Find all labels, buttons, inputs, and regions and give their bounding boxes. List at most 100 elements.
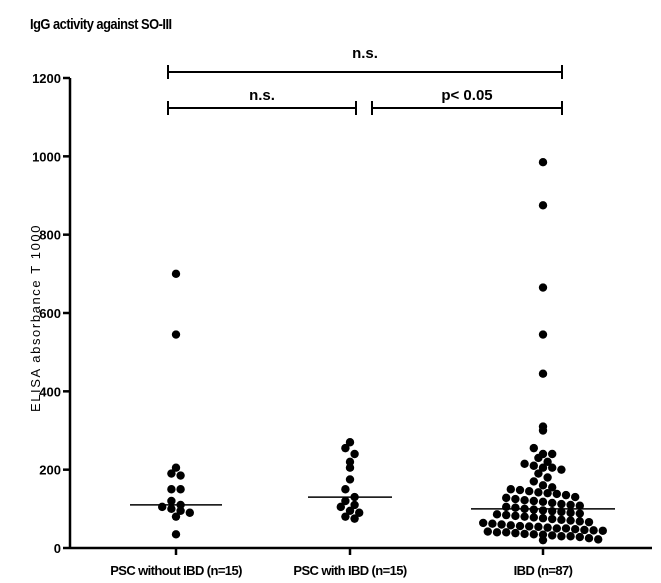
data-point [515, 485, 525, 495]
data-point [534, 488, 543, 497]
data-point [538, 426, 548, 435]
data-point [167, 485, 176, 494]
significance-label: n.s. [249, 87, 275, 104]
data-point [538, 514, 548, 523]
data-point [529, 461, 538, 470]
data-point [511, 494, 520, 504]
y-axis: 0 200 400 600 800 1000 1200 [32, 71, 72, 556]
data-point [534, 453, 543, 463]
data-point [341, 512, 350, 521]
data-point [543, 457, 552, 467]
significance-brackets: n.s. n.s. p< 0.05 [167, 45, 563, 115]
data-point [502, 502, 511, 512]
y-axis-label: ELISA absorbance T 1000 [28, 224, 43, 412]
data-point [171, 269, 181, 279]
y-tick-label: 1200 [32, 71, 61, 86]
y-tick-label: 400 [39, 384, 61, 399]
data-point [561, 490, 571, 500]
data-point [538, 369, 548, 378]
data-point [520, 496, 529, 505]
data-point [176, 500, 185, 510]
data-point [566, 516, 575, 525]
data-point [492, 510, 502, 519]
data-point [502, 510, 511, 520]
data-point [538, 283, 548, 292]
data-point [502, 528, 511, 537]
data-point [511, 511, 520, 521]
y-tick-label: 600 [39, 306, 61, 321]
data-point [506, 485, 515, 494]
data-point [557, 499, 566, 509]
data-point [185, 508, 194, 517]
data-point [502, 493, 511, 503]
data-point [575, 532, 584, 542]
data-point [538, 497, 548, 506]
data-point [488, 519, 497, 528]
data-point [529, 505, 538, 514]
data-point [176, 485, 185, 494]
data-point [525, 522, 534, 531]
data-point [548, 483, 557, 492]
data-point [176, 506, 185, 515]
data-point [520, 512, 529, 521]
significance-label: p< 0.05 [441, 87, 492, 104]
data-point [336, 502, 345, 512]
data-point [167, 469, 176, 478]
data-point [548, 449, 557, 459]
significance-bracket: n.s. [167, 87, 357, 115]
data-point [171, 530, 181, 539]
data-point [529, 513, 538, 522]
data-point [529, 443, 538, 453]
data-point [584, 517, 594, 527]
data-point [479, 518, 488, 528]
data-point [171, 512, 181, 521]
data-point [538, 330, 548, 339]
data-point [167, 504, 176, 514]
data-point [171, 463, 181, 472]
data-point [557, 515, 566, 524]
data-point [566, 508, 575, 517]
data-point [575, 517, 584, 526]
data-point [158, 502, 167, 512]
data-point [341, 443, 350, 453]
data-point [529, 477, 538, 486]
data-point [566, 500, 575, 510]
data-point [341, 485, 350, 494]
data-point [538, 158, 548, 167]
data-point [538, 506, 548, 515]
data-point [584, 534, 594, 543]
data-point [492, 528, 502, 537]
data-point [548, 531, 557, 540]
data-point [571, 492, 580, 502]
significance-label: n.s. [352, 45, 378, 62]
data-point [520, 459, 529, 468]
data-point [520, 504, 529, 514]
x-tick-label: PSC with IBD (n=15) [293, 563, 406, 578]
data-point [350, 449, 359, 459]
data-point [355, 508, 364, 517]
data-point [548, 498, 557, 508]
data-point [543, 488, 552, 498]
data-point [350, 514, 359, 523]
data-point [561, 524, 571, 533]
data-point [341, 496, 350, 506]
data-point [552, 489, 561, 499]
data-point [345, 506, 355, 515]
data-point [529, 530, 538, 539]
data-point [506, 521, 515, 530]
y-tick-label: 0 [54, 541, 61, 556]
data-point [543, 473, 552, 482]
data-point [571, 525, 580, 534]
data-point [345, 438, 355, 447]
y-tick-label: 800 [39, 228, 61, 243]
data-point [575, 509, 584, 518]
data-point [483, 527, 492, 536]
data-point [538, 463, 548, 472]
significance-bracket: n.s. [167, 45, 563, 79]
data-point [345, 457, 355, 467]
data-point [167, 496, 176, 506]
data-point [520, 529, 529, 539]
significance-bracket: p< 0.05 [371, 87, 563, 115]
data-point [538, 201, 548, 210]
